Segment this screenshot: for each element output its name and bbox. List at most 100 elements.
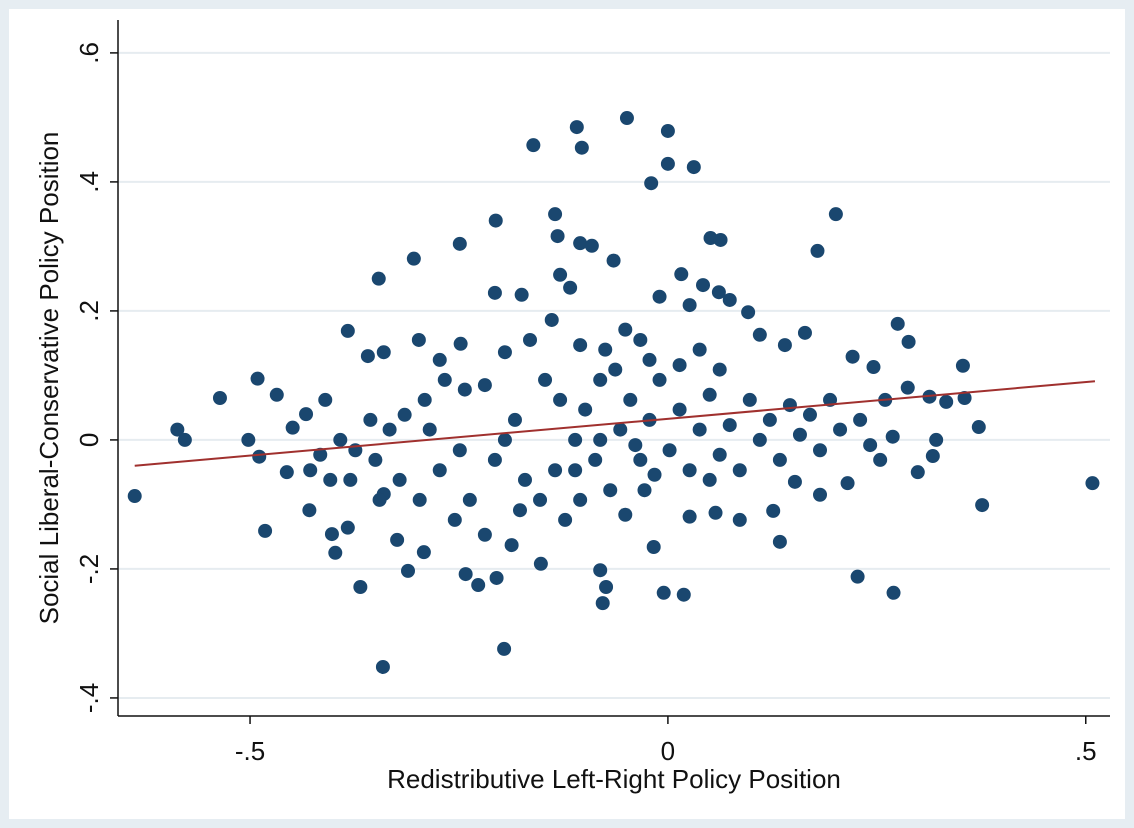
point <box>302 503 317 518</box>
y-axis-label: Social Liberal-Conservative Policy Posit… <box>34 132 64 625</box>
point <box>850 569 865 584</box>
point <box>642 352 657 367</box>
point <box>1085 476 1100 491</box>
point <box>497 641 512 656</box>
point <box>618 507 633 522</box>
point <box>873 452 888 467</box>
point <box>497 432 512 447</box>
point <box>766 503 781 518</box>
point <box>212 390 227 405</box>
point <box>702 387 717 402</box>
point <box>563 280 578 295</box>
point <box>676 587 691 602</box>
point <box>782 398 797 413</box>
point <box>656 585 671 600</box>
point <box>722 418 737 433</box>
point <box>722 292 737 307</box>
point <box>432 463 447 478</box>
point <box>376 345 391 360</box>
point <box>810 243 825 258</box>
point <box>462 492 477 507</box>
point <box>477 527 492 542</box>
point <box>772 452 787 467</box>
point <box>660 123 675 138</box>
point <box>595 596 610 611</box>
point <box>487 285 502 300</box>
point <box>548 463 563 478</box>
point <box>303 463 318 478</box>
point <box>177 432 192 447</box>
point <box>672 358 687 373</box>
point <box>599 579 614 594</box>
point <box>598 342 613 357</box>
plot-background <box>9 9 1125 819</box>
point <box>713 232 728 247</box>
point <box>692 342 707 357</box>
point <box>252 449 267 464</box>
point <box>328 545 343 560</box>
point <box>412 492 427 507</box>
point <box>390 532 405 547</box>
point <box>692 422 707 437</box>
point <box>368 452 383 467</box>
point <box>975 498 990 513</box>
point <box>584 238 599 253</box>
point <box>939 394 954 409</box>
point <box>363 412 378 427</box>
point <box>603 483 618 498</box>
point <box>925 449 940 464</box>
point <box>813 443 828 458</box>
point <box>702 472 717 487</box>
point <box>457 382 472 397</box>
point <box>762 412 777 427</box>
point <box>452 443 467 458</box>
point <box>550 229 565 244</box>
point <box>299 407 314 422</box>
point <box>853 412 868 427</box>
point <box>323 472 338 487</box>
point <box>548 207 563 222</box>
point <box>400 563 415 578</box>
point <box>504 538 519 553</box>
point <box>360 349 375 364</box>
point <box>674 267 689 282</box>
point <box>343 472 358 487</box>
y-tick-label: -.2 <box>74 554 104 584</box>
point <box>633 452 648 467</box>
point <box>593 432 608 447</box>
point <box>633 332 648 347</box>
point <box>696 278 711 293</box>
point <box>285 420 300 435</box>
point <box>452 236 467 251</box>
point <box>929 432 944 447</box>
y-tick-label: .4 <box>74 171 104 193</box>
x-axis-label: Redistributive Left-Right Policy Positio… <box>387 764 841 794</box>
point <box>471 578 486 593</box>
x-tick-label: 0 <box>661 736 675 766</box>
point <box>578 402 593 417</box>
point <box>618 322 633 337</box>
point <box>777 338 792 353</box>
point <box>526 138 541 153</box>
point <box>458 567 473 582</box>
x-tick-label: .5 <box>1075 736 1097 766</box>
point <box>517 472 532 487</box>
point <box>637 483 652 498</box>
point <box>279 465 294 480</box>
point <box>447 512 462 527</box>
point <box>507 412 522 427</box>
point <box>646 539 661 554</box>
point <box>371 271 386 286</box>
point <box>682 509 697 524</box>
point <box>742 392 757 407</box>
point <box>318 392 333 407</box>
point <box>573 492 588 507</box>
y-tick-label: .2 <box>74 300 104 322</box>
y-tick-label: 0 <box>74 433 104 447</box>
point <box>971 420 986 435</box>
point <box>660 156 675 171</box>
point <box>553 267 568 282</box>
point <box>523 332 538 347</box>
point <box>574 140 589 155</box>
